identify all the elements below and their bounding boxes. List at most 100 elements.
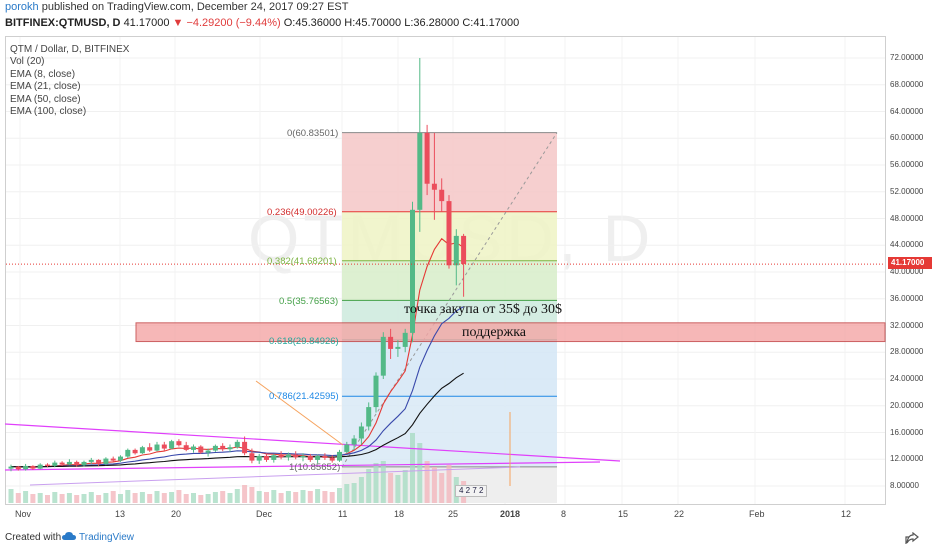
volume-bar — [402, 470, 408, 503]
projection-arrow — [255, 380, 344, 446]
last-value: 41.17000 — [123, 17, 170, 29]
time-tick: 22 — [674, 509, 685, 519]
volume-bar — [417, 443, 423, 503]
volume-bar — [66, 493, 72, 503]
volume-bar — [23, 491, 29, 503]
candle-body — [388, 336, 394, 349]
candle-body — [176, 441, 182, 446]
price-axis[interactable]: 72.00000 68.00000 64.00000 60.00000 56.00000… — [886, 36, 932, 505]
candle-body — [337, 451, 342, 461]
volume-bar — [212, 492, 218, 503]
tradingview-logo[interactable]: TradingView — [62, 531, 134, 543]
price-tick: 72.00000 — [890, 53, 924, 62]
volume-bar — [132, 493, 138, 503]
candle-body — [417, 132, 423, 210]
volume-bar — [191, 493, 196, 503]
volume-bar — [242, 485, 248, 503]
candle-body — [132, 449, 138, 454]
candle-body — [446, 201, 452, 266]
legend-item[interactable]: EMA (50, close) — [10, 93, 81, 105]
volume-bar — [15, 493, 21, 503]
candle-body — [212, 445, 218, 451]
volume-bar — [439, 473, 445, 503]
candle-body — [96, 459, 102, 464]
author-link[interactable]: porokh — [5, 1, 39, 13]
volume-bar — [169, 492, 175, 503]
candle-body — [66, 461, 72, 465]
time-tick: 12 — [841, 509, 852, 519]
volume-bar — [410, 433, 415, 503]
tradingview-cloud-icon — [62, 532, 76, 540]
price-tick: 44.00000 — [890, 240, 924, 250]
time-tick: 25 — [448, 509, 459, 519]
legend-item[interactable]: Vol (20) — [10, 56, 45, 68]
ema-50-line — [10, 372, 464, 468]
price-tick: 16.00000 — [890, 427, 924, 437]
price-tick: 24.00000 — [890, 374, 924, 383]
last-price-label: 41.17000 — [888, 257, 932, 269]
candle-body — [191, 446, 196, 450]
fib-trend-dashed — [341, 132, 558, 468]
volume-bar — [176, 490, 182, 503]
legend-item[interactable]: EMA (8, close) — [10, 68, 76, 80]
candle-body — [285, 454, 291, 458]
candle-body — [300, 455, 306, 458]
chart-pane[interactable] — [5, 36, 886, 505]
volume-bar — [388, 473, 394, 503]
events-badge[interactable]: 4 2 7 2 — [455, 485, 488, 497]
volume-bar — [74, 495, 80, 503]
fib-label: 0.5(35.76563) — [279, 296, 339, 307]
candle-body — [373, 375, 379, 408]
volume-bar — [139, 492, 145, 503]
candle-body — [205, 450, 211, 453]
volume-bar — [161, 493, 167, 503]
candle-body — [278, 455, 284, 458]
candle-body — [37, 464, 43, 469]
price-change: ▼ −4.29200 (−9.44%) — [172, 17, 281, 29]
legend-item[interactable]: EMA (21, close) — [10, 81, 81, 93]
fib-label: 0.236(49.00226) — [267, 207, 337, 218]
candle-body — [198, 446, 204, 453]
price-tick: 8.00000 — [890, 481, 919, 490]
candle-body — [461, 235, 467, 264]
fib-label: 0(60.83501) — [287, 128, 339, 139]
time-tick: Feb — [749, 509, 765, 519]
publish-info: published on TradingView.com, December 2… — [41, 1, 349, 13]
candle-body — [15, 466, 21, 470]
candle-body — [410, 209, 415, 333]
candle-body — [45, 464, 50, 466]
candle-body — [402, 332, 408, 347]
share-icon[interactable] — [904, 532, 920, 546]
volume-bar — [278, 493, 284, 503]
price-tick: 52.00000 — [890, 186, 924, 196]
volume-bar — [198, 495, 204, 503]
candle-body — [169, 441, 175, 449]
volume-bar — [366, 469, 372, 503]
symbol-name: BITFINEX:QTMUSD, D — [5, 17, 121, 29]
legend-title: QTM / Dollar, D, BITFINEX — [10, 44, 130, 55]
candle-body — [264, 455, 269, 460]
fib-label: 0.618(29.84926) — [269, 336, 339, 347]
fib-label: 0.786(21.42595) — [269, 391, 339, 402]
time-tick: 8 — [561, 509, 567, 519]
volume-bar — [344, 484, 350, 503]
candle-body — [307, 455, 313, 460]
created-with-text: Created with — [5, 532, 62, 543]
legend-item[interactable]: EMA (100, close) — [10, 106, 87, 118]
candle-body — [125, 449, 131, 457]
volume-bar — [45, 495, 50, 503]
volume-bar — [154, 491, 160, 503]
chart-legend: QTM / Dollar, D, BITFINEX Vol (20) EMA (… — [10, 44, 129, 118]
candle-body — [154, 444, 160, 451]
volume-bar — [220, 491, 226, 503]
volume-bar — [227, 493, 233, 503]
candle-body — [220, 445, 226, 450]
volume-bar — [373, 463, 379, 503]
time-axis[interactable]: Nov 13 20 Dec 11 18 25 2018 8 15 22 Feb 12 — [5, 505, 886, 523]
candle-body — [88, 459, 94, 462]
volume-bar — [205, 494, 211, 503]
price-tick: 28.00000 — [890, 347, 924, 357]
volume-bar — [431, 467, 437, 503]
price-tick: 40.00000 — [890, 267, 924, 276]
